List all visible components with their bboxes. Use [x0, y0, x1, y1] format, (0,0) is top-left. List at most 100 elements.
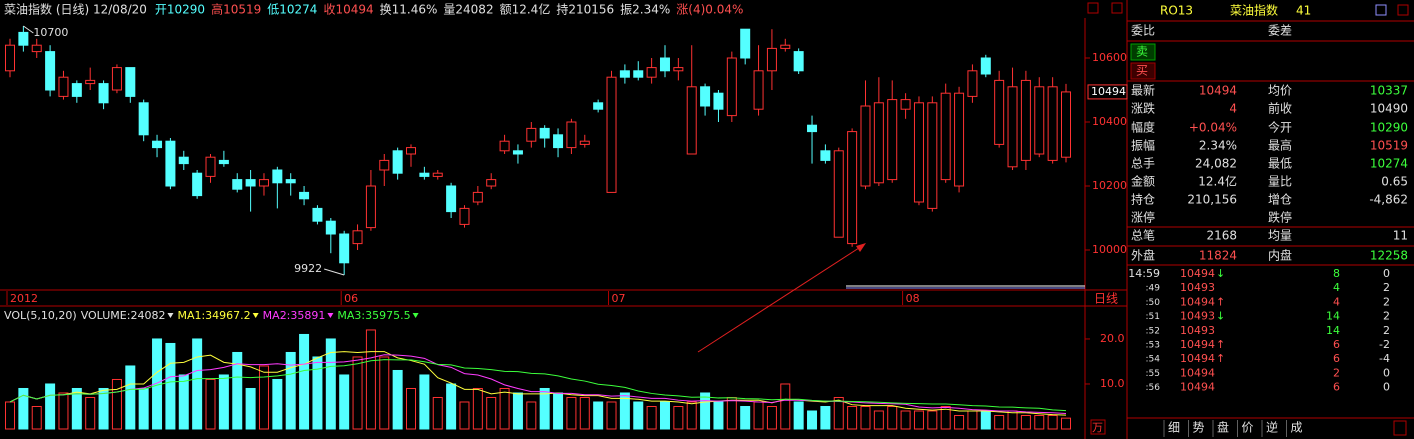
volume-bar	[900, 410, 911, 430]
candle-body	[472, 191, 483, 203]
candle-body	[218, 159, 229, 165]
volume-bar	[887, 405, 898, 430]
volume-bar	[245, 387, 256, 430]
legend-item: MA2:35891	[263, 309, 326, 322]
candle-body	[994, 79, 1005, 145]
volume-bar	[125, 365, 136, 430]
tab[interactable]: 价	[1242, 421, 1254, 435]
icon[interactable]	[1393, 420, 1407, 436]
quote-value: 0.65	[1381, 175, 1408, 189]
quote-label: 总手	[1131, 157, 1155, 171]
volume-bar	[873, 410, 884, 430]
quote-label: 前收	[1268, 101, 1292, 116]
candle-body	[579, 140, 590, 145]
candle-body	[71, 83, 82, 97]
quote-label: 今开	[1268, 120, 1292, 135]
candle-body	[793, 51, 804, 72]
quote-value: +0.04%	[1189, 121, 1237, 135]
tick-volume: 6	[1333, 381, 1340, 394]
quote-value: 10274	[1370, 157, 1408, 171]
tick-time: :49	[1146, 284, 1161, 294]
tick-oi: 0	[1383, 366, 1390, 379]
candle-body	[178, 156, 189, 165]
volume-bar	[847, 405, 858, 430]
y-tick-label: 10600	[1092, 51, 1127, 64]
annotation-leader	[23, 25, 34, 34]
quote-label: 均价	[1268, 84, 1292, 98]
volume-bar	[673, 405, 684, 430]
period-label: 日线	[1094, 292, 1118, 306]
candle-body	[379, 159, 390, 171]
volume-bar	[860, 405, 871, 430]
annotation: 9922	[294, 262, 322, 275]
quote-label: 金额	[1131, 174, 1155, 189]
volume-bar	[780, 383, 791, 430]
icon[interactable]	[1375, 4, 1387, 16]
tab[interactable]: 细	[1168, 421, 1180, 435]
quote-value: -4,862	[1369, 193, 1408, 207]
candle-body	[98, 83, 109, 104]
candle-body	[486, 179, 497, 187]
sell-label: 卖	[1136, 45, 1148, 59]
candle-body	[205, 156, 216, 177]
candle-body	[847, 131, 858, 245]
volume-bar	[526, 401, 537, 430]
volume-bar	[192, 338, 203, 430]
candle-body	[512, 150, 523, 155]
tab[interactable]: 逆	[1266, 420, 1278, 435]
icon[interactable]	[1397, 4, 1409, 16]
tab[interactable]: 盘	[1217, 420, 1229, 435]
quote-label: 最低	[1268, 157, 1292, 171]
candle-body	[766, 47, 777, 72]
volume-bar	[499, 387, 510, 430]
tick-time: :53	[1146, 341, 1160, 351]
candle-body	[1061, 91, 1071, 158]
volume-bar	[31, 405, 42, 430]
volume-bar	[419, 374, 430, 430]
buy-label: 买	[1136, 64, 1148, 78]
tick-volume: 14	[1326, 310, 1340, 323]
volume-bar	[659, 401, 670, 430]
candle-body	[392, 150, 403, 174]
candle-body	[940, 92, 951, 181]
tick-price: 10494	[1180, 295, 1215, 308]
tick-dir: ↑	[1216, 295, 1225, 308]
volume-bar	[446, 383, 457, 430]
volume-bar	[18, 387, 29, 430]
tick-price: 10494	[1180, 381, 1215, 394]
volume-bar	[646, 405, 657, 430]
tab[interactable]: 势	[1193, 421, 1205, 435]
icon	[1087, 2, 1099, 14]
candle-body	[1047, 86, 1058, 161]
candle-body	[312, 207, 323, 222]
candle-body	[780, 44, 791, 49]
legend-item: VOLUME:24082	[81, 309, 166, 322]
candle-body	[619, 70, 630, 78]
quote-label: 振幅	[1131, 138, 1155, 153]
quote-label: 持仓	[1131, 192, 1155, 207]
header-item: 额12.4亿	[500, 2, 551, 17]
candle-body	[245, 179, 256, 187]
candle-body	[365, 185, 376, 229]
legend-item: MA1:34967.2	[177, 309, 250, 322]
candle-body	[860, 105, 871, 187]
volume-bar	[1007, 410, 1018, 430]
volume-bar	[619, 392, 630, 430]
candle-body	[152, 140, 163, 149]
volume-bar	[312, 356, 323, 430]
quote-label: 跌停	[1268, 210, 1292, 225]
candle-body	[673, 67, 684, 72]
legend-marker	[167, 313, 174, 318]
volume-bar	[165, 342, 176, 430]
candle-body	[646, 67, 657, 78]
candle-body	[967, 70, 978, 97]
volume-bar	[927, 410, 938, 430]
volume-bar	[833, 396, 844, 430]
tick-price: 10493	[1180, 281, 1215, 294]
header-item: 振2.34%	[620, 3, 670, 17]
candle-body	[446, 185, 457, 213]
tab[interactable]: 成	[1291, 421, 1303, 435]
volume-bar	[820, 405, 831, 430]
volume-bar	[566, 396, 577, 430]
volume-bar	[633, 401, 644, 430]
